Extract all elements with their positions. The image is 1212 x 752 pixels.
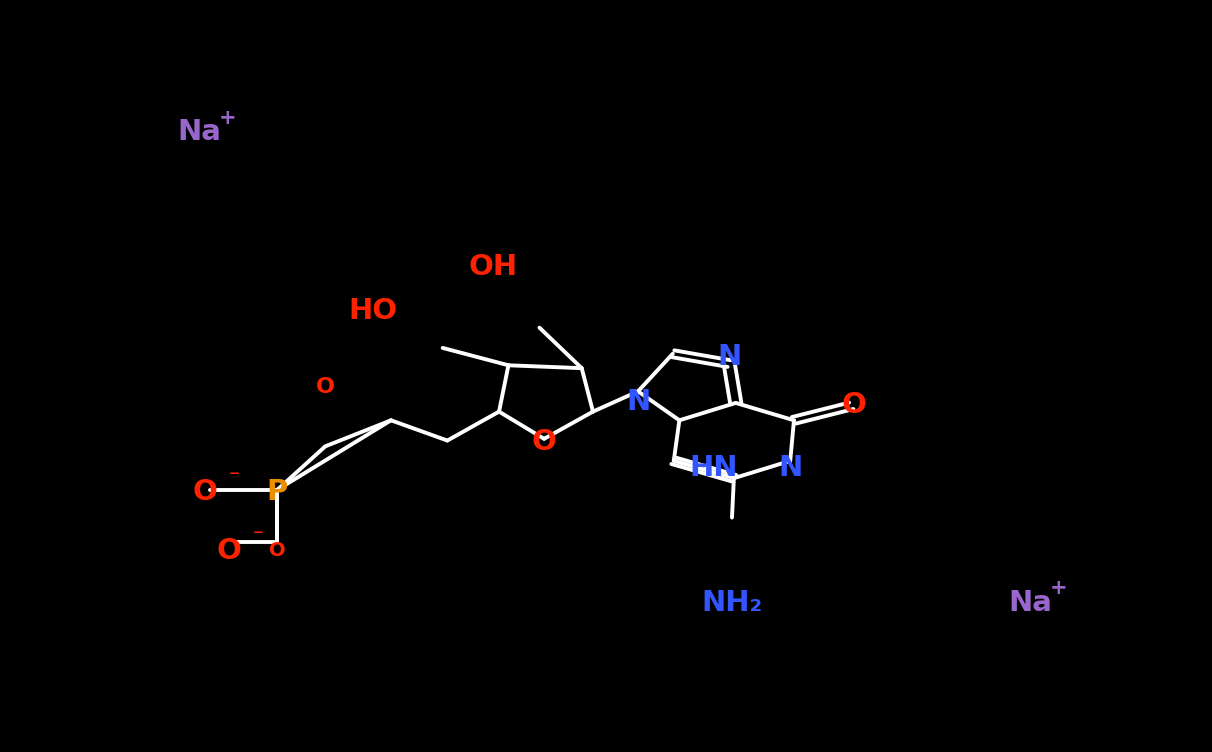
Text: HO: HO: [349, 298, 398, 326]
Text: O: O: [193, 478, 217, 505]
Text: O: O: [316, 378, 335, 397]
Text: N: N: [778, 453, 802, 482]
Text: NH₂: NH₂: [702, 589, 762, 617]
Text: HN: HN: [688, 453, 737, 482]
Text: ⁻: ⁻: [252, 527, 263, 547]
Text: O: O: [532, 428, 556, 456]
Text: Na: Na: [1008, 589, 1052, 617]
Text: ⁻: ⁻: [229, 468, 240, 488]
Text: +: +: [219, 108, 236, 128]
Text: +: +: [1050, 578, 1067, 598]
Text: N: N: [718, 343, 742, 371]
Text: Na: Na: [178, 118, 222, 146]
Text: OH: OH: [469, 253, 518, 280]
Text: P: P: [267, 478, 288, 505]
Text: O: O: [841, 390, 867, 419]
Text: O: O: [269, 541, 286, 560]
Text: N: N: [627, 388, 651, 416]
Text: O: O: [216, 537, 241, 565]
